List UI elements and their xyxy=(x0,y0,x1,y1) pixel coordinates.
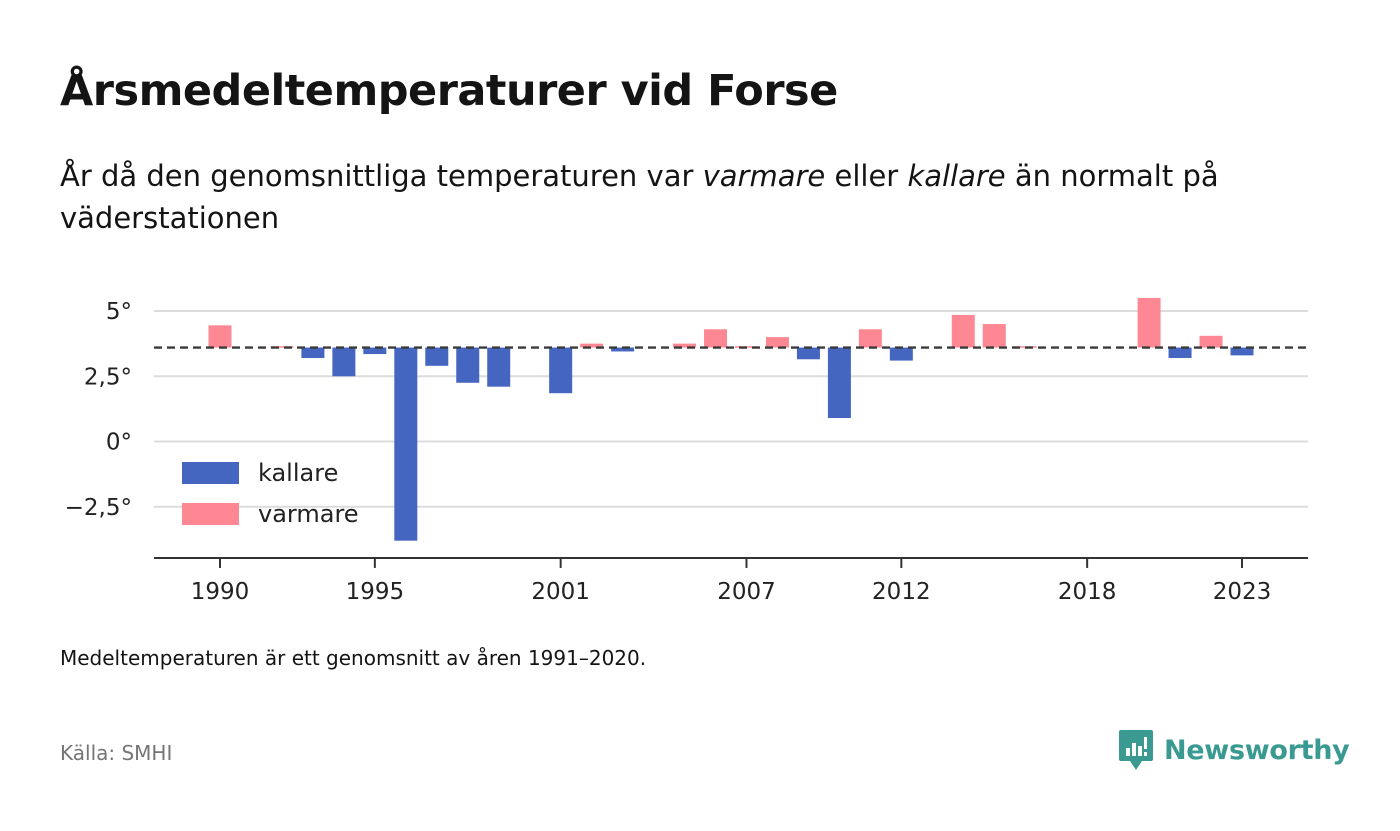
bar-warmer-2022 xyxy=(1199,335,1223,348)
bar-warmer-2014 xyxy=(951,314,975,348)
bar-colder-2010 xyxy=(827,347,851,419)
bar-warmer-2011 xyxy=(858,329,882,348)
bar-colder-1996 xyxy=(394,347,418,541)
bar-colder-1998 xyxy=(456,347,480,383)
x-tick-label: 2007 xyxy=(717,579,776,605)
x-axis: 1990 1995 2001 2007 2012 2018 2023 xyxy=(154,556,1308,605)
y-tick-label: 2,5° xyxy=(84,364,132,390)
subtitle-cold-word: kallare xyxy=(907,159,1006,193)
bar-warmer-2002 xyxy=(580,343,604,348)
bar-warmer-2015 xyxy=(982,324,1006,348)
subtitle-warm-word: varmare xyxy=(702,159,826,193)
bar-warmer-2020 xyxy=(1137,297,1161,348)
bars xyxy=(208,297,1254,541)
subtitle-text: År då den genomsnittliga temperaturen va… xyxy=(60,159,703,193)
y-tick-label: 0° xyxy=(106,430,132,456)
subtitle-text: än normalt på väderstationen xyxy=(60,159,1219,235)
bar-warmer-2005 xyxy=(673,343,697,348)
bar-colder-2021 xyxy=(1168,347,1192,358)
bar-colder-2001 xyxy=(549,347,573,394)
x-tick-label: 2001 xyxy=(531,579,590,605)
legend-swatch-varmare xyxy=(182,503,239,525)
bar-warmer-1992 xyxy=(270,346,294,348)
x-tick-label: 2018 xyxy=(1058,579,1117,605)
bar-colder-2009 xyxy=(796,347,820,360)
newsworthy-logo-icon xyxy=(1119,730,1153,770)
bar-colder-2023 xyxy=(1230,347,1254,356)
bar-colder-1997 xyxy=(425,347,449,366)
bar-colder-2012 xyxy=(889,347,913,361)
x-tick-label: 2012 xyxy=(872,579,931,605)
subtitle-text: eller xyxy=(825,159,908,193)
bar-colder-1994 xyxy=(332,347,356,377)
chart-title: Årsmedeltemperaturer vid Forse xyxy=(60,66,838,116)
newsworthy-logo[interactable]: Newsworthy xyxy=(1118,728,1350,772)
bar-warmer-2008 xyxy=(765,337,789,348)
source-label: Källa: SMHI xyxy=(60,741,173,765)
x-tick-label: 1995 xyxy=(346,579,405,605)
bar-warmer-1990 xyxy=(208,325,232,348)
bar-colder-1993 xyxy=(301,347,325,358)
bar-warmer-2006 xyxy=(704,329,728,348)
chart-note: Medeltemperaturen är ett genomsnitt av å… xyxy=(60,646,647,670)
y-tick-label: −2,5° xyxy=(65,495,132,521)
legend-swatch-kallare xyxy=(182,462,239,484)
brand-name: Newsworthy xyxy=(1164,734,1350,766)
bar-colder-2003 xyxy=(611,347,635,352)
bar-colder-1999 xyxy=(487,347,511,387)
x-tick-label: 1990 xyxy=(191,579,250,605)
grid: 5° 2,5° 0° −2,5° xyxy=(65,299,1308,521)
bar-colder-1995 xyxy=(363,347,387,355)
legend-label-varmare: varmare xyxy=(258,500,359,528)
legend: kallare varmare xyxy=(182,459,359,528)
legend-label-kallare: kallare xyxy=(258,459,338,487)
y-tick-label: 5° xyxy=(106,299,132,325)
chart-subtitle: År då den genomsnittliga temperaturen va… xyxy=(60,155,1340,239)
x-tick-label: 2023 xyxy=(1213,579,1272,605)
